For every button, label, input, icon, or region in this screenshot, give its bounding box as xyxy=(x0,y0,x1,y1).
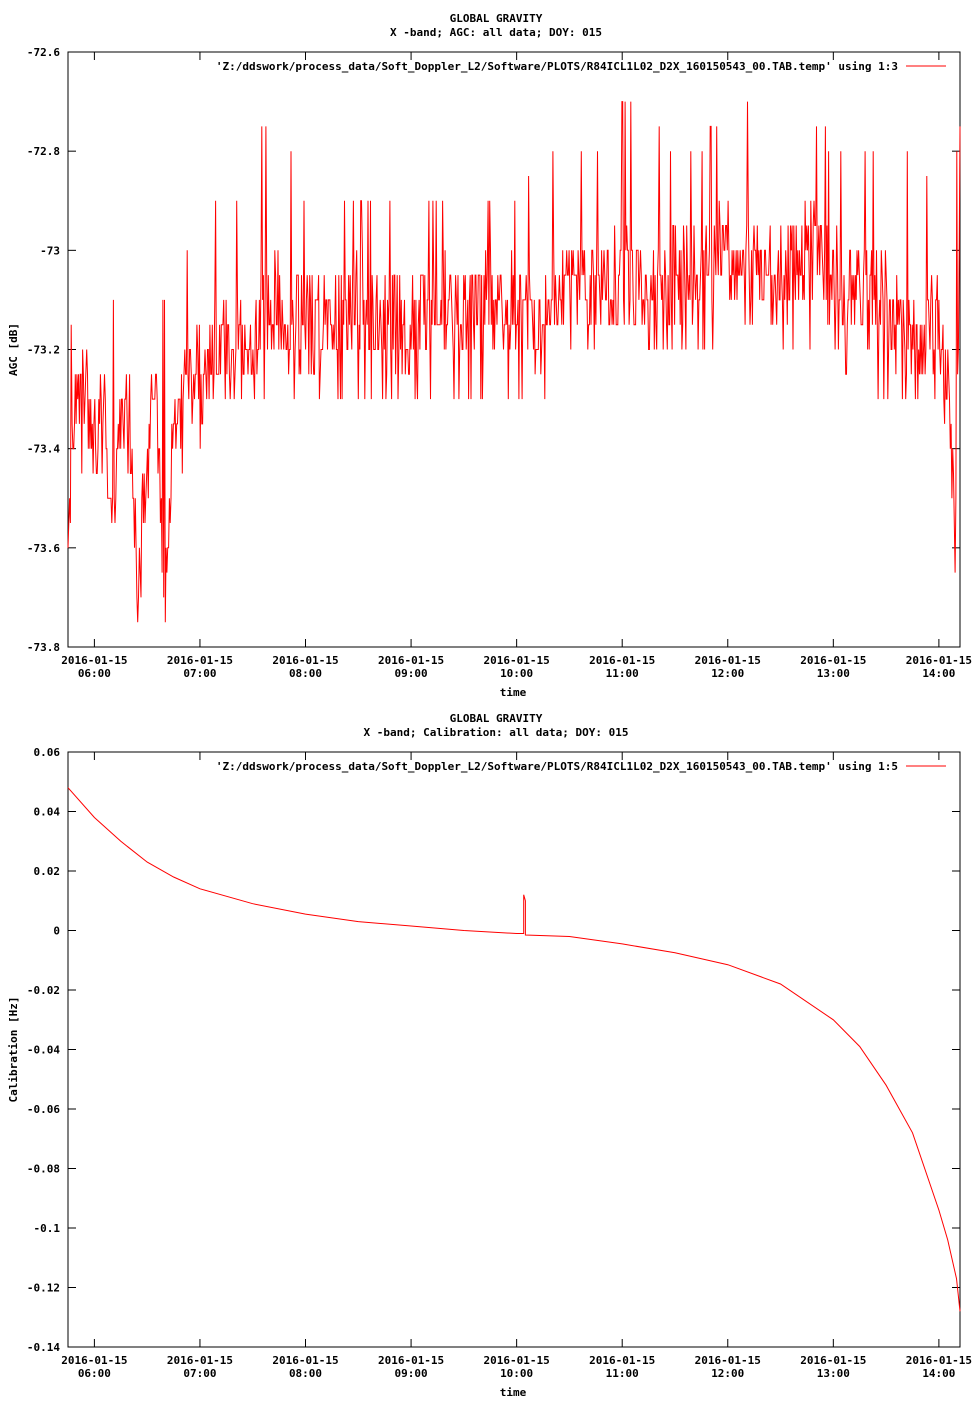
x-tick-date: 2016-01-15 xyxy=(906,1354,972,1367)
chart-subtitle-0: X -band; AGC: all data; DOY: 015 xyxy=(390,26,602,39)
y-tick-label: -73.6 xyxy=(27,542,60,555)
plot-frame-0 xyxy=(67,51,961,648)
x-tick-time: 08:00 xyxy=(289,667,322,680)
x-axis-label-1: time xyxy=(500,1386,527,1399)
x-tick-time: 06:00 xyxy=(78,667,111,680)
x-tick-date: 2016-01-15 xyxy=(589,1354,655,1367)
y-tick-label: -72.8 xyxy=(27,145,60,158)
y-tick-label: 0.06 xyxy=(34,746,61,759)
x-tick-date: 2016-01-15 xyxy=(800,1354,866,1367)
y-tick-label: -0.14 xyxy=(27,1341,60,1354)
agc-series-line xyxy=(67,101,961,623)
x-tick-date: 2016-01-15 xyxy=(378,1354,444,1367)
y-tick-label: -73.4 xyxy=(27,443,60,456)
x-tick-time: 07:00 xyxy=(183,1367,216,1380)
x-tick-date: 2016-01-15 xyxy=(484,654,550,667)
x-tick-time: 10:00 xyxy=(500,1367,533,1380)
x-tick-date: 2016-01-15 xyxy=(167,654,233,667)
y-tick-label: -72.6 xyxy=(27,46,60,59)
x-axis-label-0: time xyxy=(500,686,527,699)
x-tick-time: 10:00 xyxy=(500,667,533,680)
y-tick-label: -0.04 xyxy=(27,1044,60,1057)
y-tick-label: -73 xyxy=(40,244,60,257)
y-tick-label: -0.12 xyxy=(27,1282,60,1295)
x-tick-date: 2016-01-15 xyxy=(589,654,655,667)
x-tick-date: 2016-01-15 xyxy=(695,1354,761,1367)
y-tick-label: -0.08 xyxy=(27,1163,60,1176)
legend-label-0: 'Z:/ddswork/process_data/Soft_Doppler_L2… xyxy=(216,60,898,73)
y-tick-label: 0.04 xyxy=(34,806,61,819)
y-axis-label-1: Calibration [Hz] xyxy=(7,997,20,1103)
x-tick-date: 2016-01-15 xyxy=(61,654,127,667)
x-tick-time: 13:00 xyxy=(817,667,850,680)
x-tick-time: 07:00 xyxy=(183,667,216,680)
y-tick-label: 0.02 xyxy=(34,865,61,878)
x-tick-date: 2016-01-15 xyxy=(167,1354,233,1367)
y-tick-label: 0 xyxy=(53,925,60,938)
x-tick-time: 09:00 xyxy=(395,667,428,680)
y-tick-label: -0.1 xyxy=(34,1222,61,1235)
x-tick-time: 09:00 xyxy=(395,1367,428,1380)
y-tick-label: -73.2 xyxy=(27,344,60,357)
x-tick-time: 14:00 xyxy=(922,667,955,680)
x-tick-date: 2016-01-15 xyxy=(61,1354,127,1367)
x-tick-time: 14:00 xyxy=(922,1367,955,1380)
calibration-series-line xyxy=(67,787,961,1312)
chart-title-0: GLOBAL GRAVITY xyxy=(450,12,543,25)
x-tick-time: 11:00 xyxy=(606,1367,639,1380)
x-tick-time: 11:00 xyxy=(606,667,639,680)
chart-subtitle-1: X -band; Calibration: all data; DOY: 015 xyxy=(364,726,629,739)
plot-frame-1 xyxy=(67,751,961,1348)
x-tick-time: 12:00 xyxy=(711,1367,744,1380)
x-tick-date: 2016-01-15 xyxy=(800,654,866,667)
y-tick-label: -0.06 xyxy=(27,1103,60,1116)
x-tick-date: 2016-01-15 xyxy=(272,654,338,667)
y-tick-label: -73.8 xyxy=(27,641,60,654)
x-tick-time: 06:00 xyxy=(78,1367,111,1380)
x-tick-date: 2016-01-15 xyxy=(695,654,761,667)
x-tick-time: 13:00 xyxy=(817,1367,850,1380)
x-tick-date: 2016-01-15 xyxy=(272,1354,338,1367)
x-tick-date: 2016-01-15 xyxy=(378,654,444,667)
x-tick-date: 2016-01-15 xyxy=(484,1354,550,1367)
x-tick-time: 08:00 xyxy=(289,1367,322,1380)
legend-label-1: 'Z:/ddswork/process_data/Soft_Doppler_L2… xyxy=(216,760,898,773)
x-tick-date: 2016-01-15 xyxy=(906,654,972,667)
x-tick-time: 12:00 xyxy=(711,667,744,680)
y-tick-label: -0.02 xyxy=(27,984,60,997)
chart-title-1: GLOBAL GRAVITY xyxy=(450,712,543,725)
y-axis-label-0: AGC [dB] xyxy=(7,323,20,376)
